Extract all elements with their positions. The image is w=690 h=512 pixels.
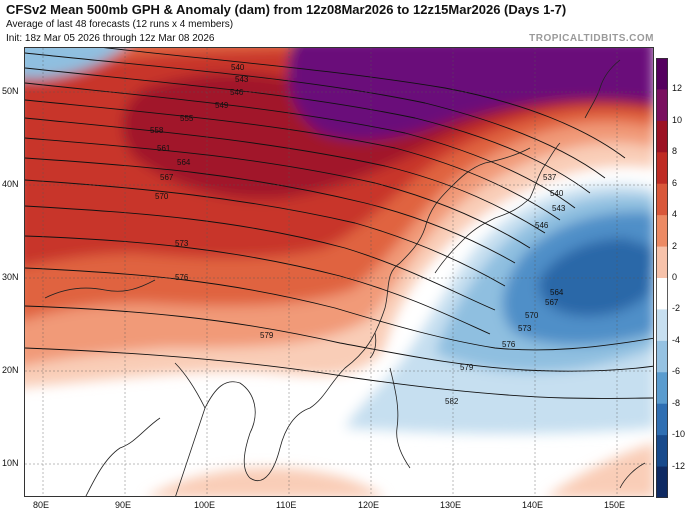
colorbar: [656, 58, 668, 498]
lat-label-40n: 40N: [2, 179, 19, 189]
contour-label-546: 546: [230, 88, 244, 97]
lat-label-50n: 50N: [2, 86, 19, 96]
contour-label-567: 567: [160, 173, 174, 182]
map-title: CFSv2 Mean 500mb GPH & Anomaly (dam) fro…: [6, 2, 567, 17]
lon-label-150e: 150E: [604, 500, 626, 510]
colorbar-label: 2: [672, 240, 678, 251]
contour-label-564-east: 564: [550, 288, 564, 297]
colorbar-swatch: [656, 183, 668, 216]
lon-label-100e: 100E: [194, 500, 216, 510]
colorbar-swatch: [656, 340, 668, 373]
contour-label-582: 582: [445, 397, 459, 406]
colorbar-label: 6: [672, 177, 678, 188]
colorbar-swatch: [656, 89, 668, 122]
colorbar-label: 12: [672, 83, 683, 94]
contour-label-564: 564: [177, 158, 191, 167]
graticule: [25, 48, 653, 496]
colorbar-label: -2: [672, 303, 681, 314]
colorbar-swatch: [656, 246, 668, 279]
contour-label-540-east: 540: [550, 189, 564, 198]
colorbar-swatch: [656, 466, 668, 498]
contour-label-561: 561: [157, 144, 171, 153]
lon-label-110e: 110E: [276, 500, 297, 510]
contour-label-558: 558: [150, 126, 164, 135]
colorbar-swatch: [656, 278, 668, 310]
contour-label-537-east: 537: [543, 173, 557, 182]
contour-label-549: 549: [215, 101, 229, 110]
colorbar-swatch: [656, 120, 668, 153]
lon-label-90e: 90E: [115, 500, 132, 510]
colorbar-label: -4: [672, 334, 681, 345]
contour-label-555: 555: [180, 114, 194, 123]
colorbar-label: 10: [672, 114, 683, 125]
colorbar-swatch: [656, 58, 668, 90]
anomaly-purple: [288, 48, 653, 141]
contour-label-570-east: 570: [525, 311, 539, 320]
contour-label-573: 573: [175, 239, 189, 248]
lat-label-20n: 20N: [2, 365, 19, 375]
init-time: Init: 18z Mar 05 2026 through 12z Mar 08…: [6, 33, 215, 44]
colorbar-swatch: [656, 372, 668, 405]
lon-label-120e: 120E: [358, 500, 380, 510]
coastlines: [44, 59, 646, 496]
anomaly-dark-blue: [539, 238, 653, 317]
contour-label-543: 543: [235, 75, 249, 84]
colorbar-swatch: [656, 215, 668, 248]
lon-label-80e: 80E: [33, 500, 50, 510]
contour-label-543-east: 543: [552, 204, 566, 213]
contour-label-573-east: 573: [518, 324, 532, 333]
colorbar-swatch: [656, 435, 668, 468]
colorbar-label: -12: [672, 460, 686, 471]
contour-label-576-east: 576: [502, 340, 516, 349]
colorbar-label: -8: [672, 397, 681, 408]
colorbar-label: 4: [672, 209, 678, 220]
contour-label-579-east: 579: [460, 363, 474, 372]
colorbar-swatch: [656, 309, 668, 342]
contour-label-546-east: 546: [535, 221, 549, 230]
map-panel: 540 543 546 549 555 558 561 564 567 570 …: [24, 47, 654, 497]
lon-label-130e: 130E: [440, 500, 462, 510]
contour-labels: 540 543 546 549 555 558 561 564 567 570 …: [150, 63, 566, 406]
colorbar-border: [656, 58, 668, 498]
colorbar-label: -6: [672, 366, 681, 377]
colorbar-label: 8: [672, 146, 678, 157]
colorbar-swatch: [656, 403, 668, 436]
colorbar-label: -10: [672, 429, 686, 440]
brand-watermark: TROPICALTIDBITS.COM: [529, 33, 654, 44]
anomaly-map: 540 543 546 549 555 558 561 564 567 570 …: [25, 48, 653, 496]
contour-label-540: 540: [231, 63, 245, 72]
colorbar-label: 0: [672, 272, 678, 282]
contour-label-576: 576: [175, 273, 189, 282]
lat-label-30n: 30N: [2, 272, 19, 282]
lon-label-140e: 140E: [522, 500, 544, 510]
colorbar-swatch: [656, 152, 668, 185]
contour-label-567-east: 567: [545, 298, 559, 307]
contour-label-579: 579: [260, 331, 274, 340]
anomaly-south-salmon-east: [547, 443, 653, 496]
contour-label-570: 570: [155, 192, 169, 201]
lat-label-10n: 10N: [2, 458, 19, 468]
map-subtitle: Average of last 48 forecasts (12 runs x …: [6, 19, 234, 30]
